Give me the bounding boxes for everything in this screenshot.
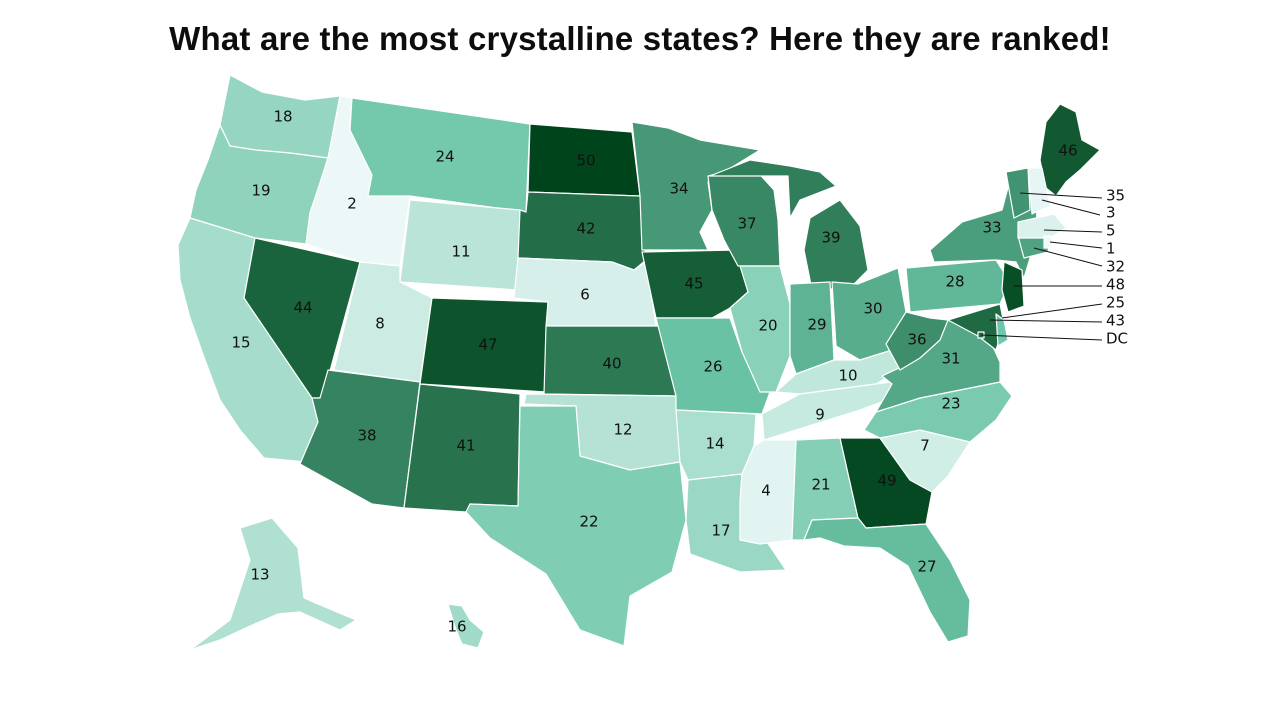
rank-label-tx: 22 [579, 513, 598, 531]
state-nh[interactable] [1027, 167, 1051, 215]
state-nj[interactable] [1001, 261, 1025, 313]
rank-label-tn: 9 [815, 406, 825, 424]
callout-label-vt: 35 [1106, 187, 1125, 205]
state-fl[interactable] [803, 517, 971, 643]
rank-label-ms: 4 [761, 482, 771, 500]
rank-label-oh: 30 [863, 300, 882, 318]
rank-label-wv: 36 [907, 331, 926, 349]
state-ak[interactable] [189, 517, 357, 651]
leader-line-md [989, 319, 1103, 323]
callout-label-nj: 48 [1106, 276, 1125, 294]
leader-line-ct [1033, 247, 1103, 267]
rank-label-mi: 39 [821, 229, 840, 247]
state-mo[interactable] [655, 317, 771, 415]
rank-label-id: 2 [347, 195, 357, 213]
rank-label-ar: 14 [705, 435, 724, 453]
state-il[interactable] [729, 265, 791, 393]
rank-label-az: 38 [357, 427, 376, 445]
rank-label-nv: 44 [293, 299, 312, 317]
rank-label-wy: 11 [451, 243, 470, 261]
rank-label-nd: 50 [576, 152, 595, 170]
rank-label-pa: 28 [945, 273, 964, 291]
rank-label-fl: 27 [917, 558, 936, 576]
rank-label-mt: 24 [435, 148, 454, 166]
rank-label-sd: 42 [576, 220, 595, 238]
rank-label-ak: 13 [250, 566, 269, 584]
rank-label-ky: 10 [838, 367, 857, 385]
callout-label-ma: 5 [1106, 222, 1116, 240]
leader-line-de [1001, 303, 1103, 319]
rank-label-ut: 8 [375, 315, 385, 333]
rank-label-ny: 33 [982, 219, 1001, 237]
state-wv[interactable] [885, 311, 949, 371]
state-ri[interactable] [1043, 235, 1053, 249]
rank-label-la: 17 [711, 522, 730, 540]
callout-label-md: 43 [1106, 312, 1125, 330]
rank-label-nm: 41 [456, 437, 475, 455]
rank-label-co: 47 [478, 336, 497, 354]
state-tx[interactable] [465, 405, 687, 647]
rank-label-al: 21 [811, 476, 830, 494]
rank-label-ca: 15 [231, 334, 250, 352]
rank-label-ne: 6 [580, 286, 590, 304]
rank-label-or: 19 [251, 182, 270, 200]
state-hi[interactable] [447, 603, 485, 649]
callout-label-nh: 3 [1106, 204, 1116, 222]
leader-line-ma [1043, 229, 1103, 233]
rank-label-va: 31 [941, 350, 960, 368]
rank-label-hi: 16 [447, 618, 466, 636]
leader-line-vt [1019, 192, 1103, 199]
rank-label-me: 46 [1058, 142, 1077, 160]
callout-label-dc: DC [1106, 330, 1128, 348]
rank-label-ia: 45 [684, 275, 703, 293]
rank-label-mn: 34 [669, 180, 688, 198]
rank-label-ga: 49 [877, 472, 896, 490]
rank-label-sc: 7 [920, 437, 930, 455]
callout-label-ct: 32 [1106, 258, 1125, 276]
rank-label-il: 20 [758, 317, 777, 335]
state-de[interactable] [995, 313, 1009, 347]
state-mi[interactable] [709, 159, 869, 291]
leader-line-ri [1049, 241, 1103, 249]
rank-label-in: 29 [807, 316, 826, 334]
rank-label-ok: 12 [613, 421, 632, 439]
state-vt[interactable] [1005, 167, 1031, 219]
callout-label-de: 25 [1106, 294, 1125, 312]
rank-label-nc: 23 [941, 395, 960, 413]
map-title: What are the most crystalline states? He… [169, 20, 1111, 57]
rank-label-ks: 40 [602, 355, 621, 373]
leader-line-dc [980, 334, 1103, 341]
state-ma[interactable] [1017, 213, 1067, 239]
leader-line-nh [1041, 199, 1101, 216]
rank-label-wa: 18 [273, 108, 292, 126]
callout-label-ri: 1 [1106, 240, 1116, 258]
rank-label-mo: 26 [703, 358, 722, 376]
rank-label-wi: 37 [737, 215, 756, 233]
